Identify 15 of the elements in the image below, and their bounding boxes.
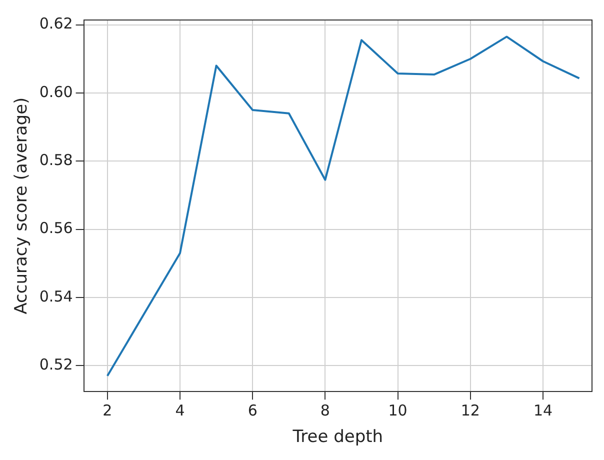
x-tick-label: 10 — [388, 401, 408, 420]
y-tick-label: 0.62 — [39, 14, 73, 33]
x-tick-label: 4 — [175, 401, 185, 420]
x-tick-label: 8 — [320, 401, 330, 420]
y-axis-title: Accuracy score (average) — [12, 97, 32, 314]
x-tick-label: 12 — [460, 401, 480, 420]
x-tick-label: 14 — [533, 401, 553, 420]
y-tick-label: 0.60 — [39, 82, 73, 101]
x-tick-label: 2 — [102, 401, 112, 420]
y-tick-label: 0.52 — [39, 356, 73, 374]
y-tick-label: 0.56 — [39, 219, 73, 238]
x-axis-title: Tree depth — [292, 427, 384, 448]
y-tick-label: 0.54 — [39, 287, 73, 306]
y-tick-label: 0.58 — [39, 151, 73, 170]
x-tick-label: 6 — [248, 401, 258, 420]
